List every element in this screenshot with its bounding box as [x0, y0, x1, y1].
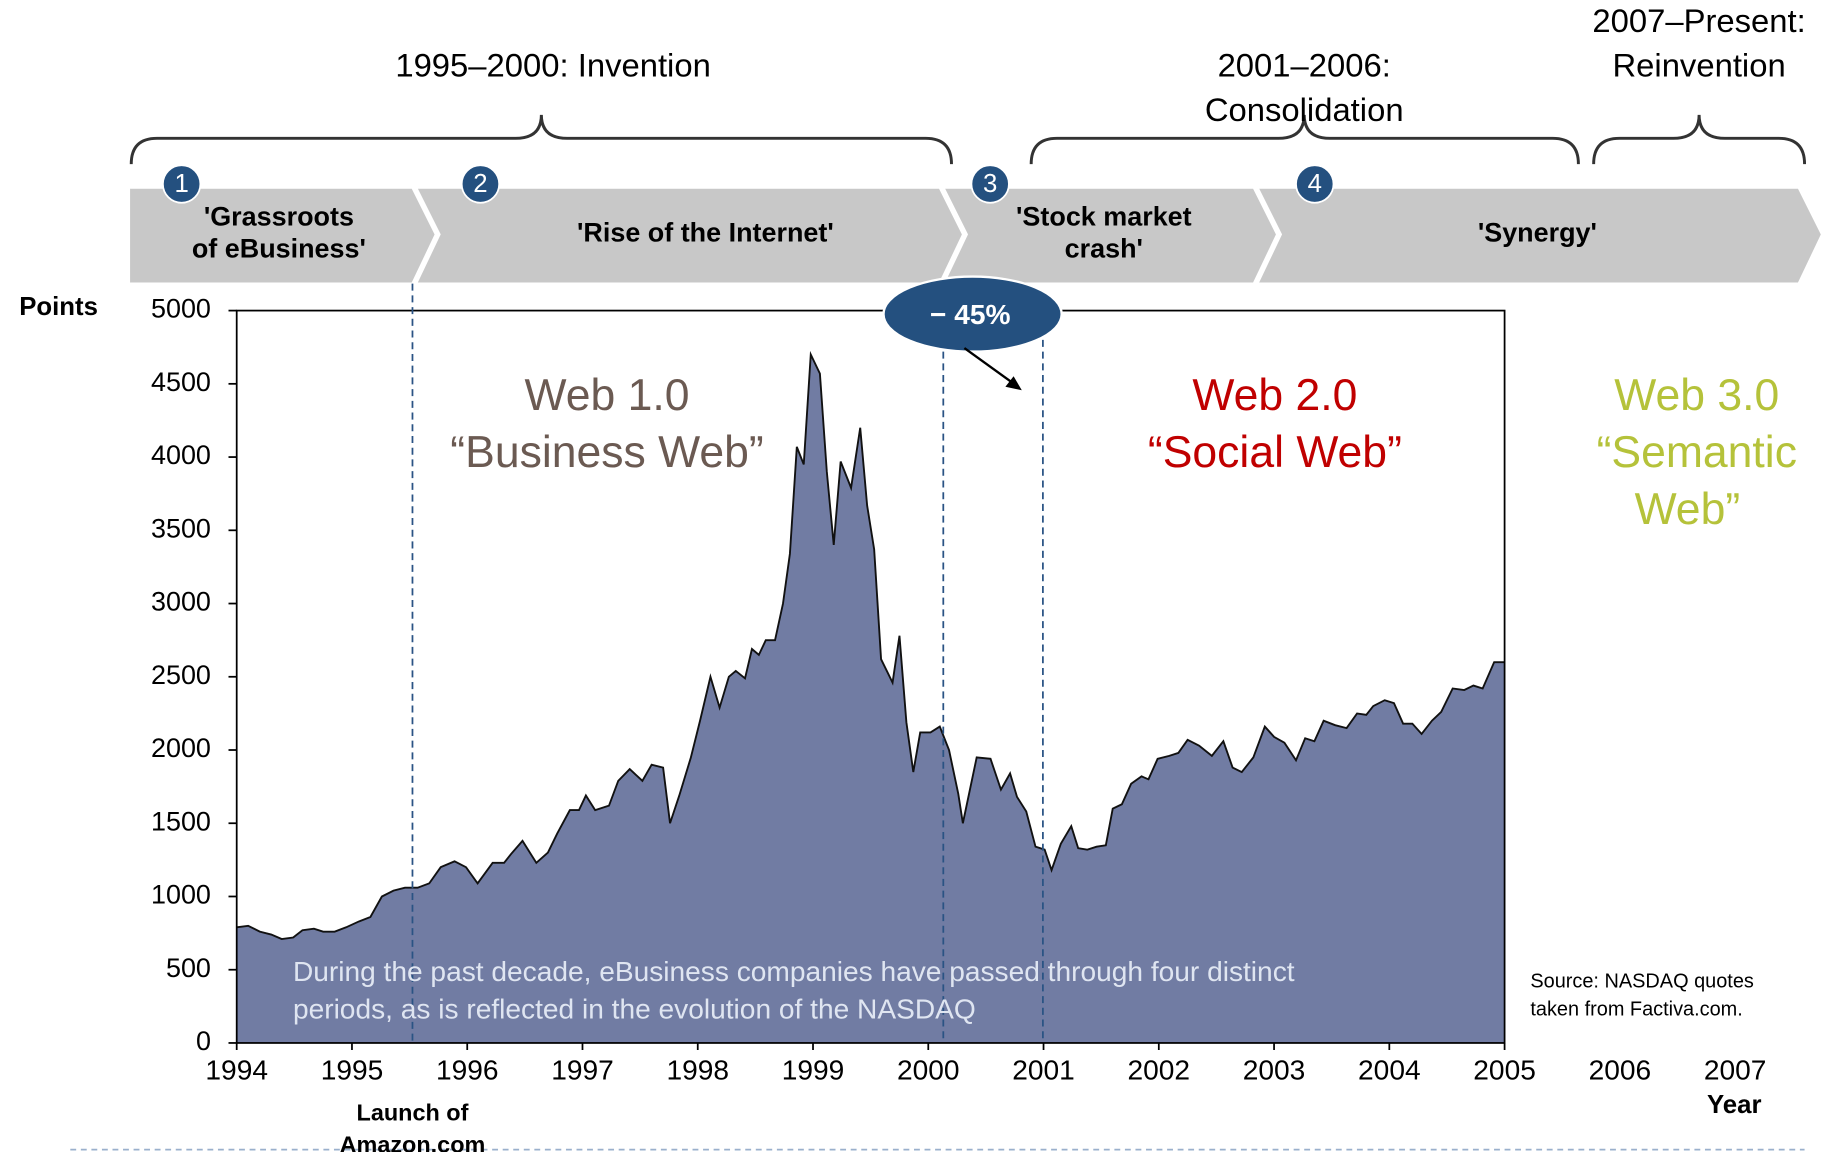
x-tick-label: 2001 [1012, 1055, 1075, 1086]
brace [129, 114, 953, 165]
y-tick-label: 1500 [151, 806, 211, 836]
x-tick-label: 2004 [1358, 1055, 1421, 1086]
chevrons [127, 186, 1824, 285]
x-axis-label: Year [1707, 1091, 1761, 1119]
chevron [1255, 186, 1824, 285]
y-tick-label: 0 [196, 1026, 211, 1056]
chevron [127, 186, 438, 285]
x-tick-label: 1999 [782, 1055, 845, 1086]
era-label: Web 3.0 [1614, 371, 1779, 420]
event-label: Amazon.com [340, 1131, 486, 1152]
phase-label: 2007–Present: [1592, 2, 1805, 39]
step-label: crash' [1065, 233, 1143, 263]
arrow [963, 347, 1016, 386]
era-label: “Business Web” [450, 428, 763, 477]
era-label: “Semantic [1597, 428, 1797, 477]
x-tick-label: 2003 [1243, 1055, 1306, 1086]
markers [411, 283, 1044, 1043]
step-number: 3 [983, 170, 997, 198]
x-tick-label: 2000 [897, 1055, 960, 1086]
note: periods, as is reflected in the evolutio… [293, 994, 976, 1025]
era-label: Web” [1635, 485, 1741, 534]
x-tick-label: 1995 [321, 1055, 384, 1086]
era-label: “Social Web” [1148, 428, 1402, 477]
step-badge [970, 164, 1010, 204]
step-badge [162, 164, 202, 204]
y-tick-label: 4000 [151, 440, 211, 470]
event-label: Launch of [357, 1100, 469, 1126]
brace [1029, 114, 1580, 165]
y-tick-label: 5000 [151, 294, 211, 324]
step-badge [460, 164, 501, 204]
drop-label: − 45% [930, 299, 1011, 330]
step-label: 'Rise of the Internet' [577, 218, 834, 248]
y-tick-label: 2500 [151, 660, 211, 690]
step-number: 1 [174, 170, 188, 198]
drop-badge [882, 275, 1063, 353]
y-tick-label: 500 [166, 953, 211, 983]
phase-label: Consolidation [1205, 91, 1404, 128]
y-tick-label: 2000 [151, 733, 211, 763]
phase-label: 1995–2000: Invention [395, 47, 711, 84]
phase-label: Reinvention [1612, 47, 1785, 84]
step-badge [1295, 164, 1335, 204]
source: Source: NASDAQ quotes [1530, 970, 1754, 992]
chevron [941, 186, 1279, 285]
step-label: 'Synergy' [1478, 218, 1597, 248]
era-label: Web 1.0 [524, 371, 689, 420]
brace [1592, 114, 1807, 165]
x-tick-label: 2007 [1704, 1055, 1767, 1086]
step-label: 'Grassroots [204, 202, 354, 232]
y-tick-label: 3500 [151, 513, 211, 543]
step-number: 2 [473, 170, 487, 198]
braces [129, 114, 1807, 165]
x-tick-label: 1994 [205, 1055, 268, 1086]
x-tick-label: 1997 [551, 1055, 614, 1086]
source: taken from Factiva.com. [1530, 998, 1742, 1020]
area-outline [236, 350, 1505, 940]
era-label: Web 2.0 [1192, 371, 1357, 420]
step-label: 'Stock market [1016, 202, 1192, 232]
arrow-head [1005, 376, 1022, 391]
x-tick-label: 2005 [1473, 1055, 1536, 1086]
y-tick-label: 1000 [151, 880, 211, 910]
y-tick-label: 4500 [151, 367, 211, 397]
step-number: 4 [1308, 170, 1322, 198]
note: During the past decade, eBusiness compan… [293, 956, 1295, 987]
area [236, 354, 1505, 1043]
plot: 0 500 1000 1500 2000 2500 3000 3500 4000 4500 5000… [151, 294, 1766, 1086]
x-tick-label: 1996 [436, 1055, 499, 1086]
x-tick-label: 2006 [1589, 1055, 1652, 1086]
y-axis-label: Points [19, 293, 98, 321]
x-tick-label: 2002 [1128, 1055, 1191, 1086]
step-label: of eBusiness' [192, 233, 366, 263]
phase-label: 2001–2006: [1218, 47, 1391, 84]
x-tick-label: 1998 [666, 1055, 729, 1086]
y-tick-label: 3000 [151, 587, 211, 617]
